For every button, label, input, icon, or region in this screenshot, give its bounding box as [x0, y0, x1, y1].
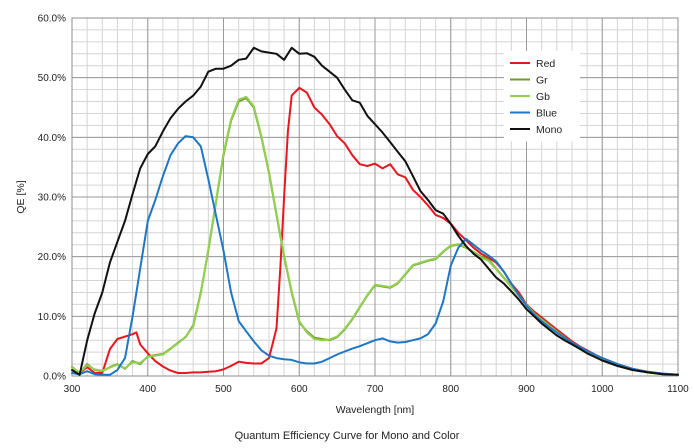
x-tick-label: 600 [291, 384, 308, 395]
x-axis-ticks: 300 400 500 600 700 800 900 1000 1100 [64, 384, 690, 395]
series-lines [71, 46, 679, 376]
x-tick-label: 400 [139, 384, 156, 395]
y-tick-label: 50.0% [38, 73, 66, 84]
y-tick-label: 30.0% [38, 193, 66, 204]
x-tick-label: 500 [215, 384, 232, 395]
legend-label-red: Red [536, 58, 555, 70]
y-tick-label: 60.0% [38, 14, 66, 25]
x-axis-label: Wavelength [nm] [336, 404, 414, 416]
legend: Red Gr Gb Blue Mono [504, 51, 580, 142]
plot-area-frame [71, 17, 679, 377]
series-line-blue [71, 135, 679, 376]
y-axis-label: QE [%] [15, 180, 27, 213]
x-tick-label: 1100 [667, 384, 689, 395]
series-line-mono [71, 46, 679, 376]
y-tick-label: 20.0% [38, 252, 66, 263]
y-tick-label: 10.0% [38, 312, 66, 323]
figure-caption: Quantum Efficiency Curve for Mono and Co… [234, 430, 460, 442]
legend-label-gb: Gb [536, 91, 550, 103]
y-axis-ticks: 0.0% 10.0% 20.0% 30.0% 40.0% 50.0% 60.0% [38, 14, 66, 383]
y-tick-label: 0.0% [43, 372, 66, 383]
legend-label-blue: Blue [536, 108, 557, 120]
x-tick-label: 300 [64, 384, 81, 395]
x-tick-label: 1000 [591, 384, 614, 395]
x-tick-label: 700 [367, 384, 384, 395]
x-tick-label: 800 [442, 384, 459, 395]
legend-label-mono: Mono [536, 124, 562, 136]
legend-label-gr: Gr [536, 75, 548, 87]
y-tick-label: 40.0% [38, 133, 66, 144]
x-tick-label: 900 [518, 384, 535, 395]
series-line-red [71, 86, 679, 376]
